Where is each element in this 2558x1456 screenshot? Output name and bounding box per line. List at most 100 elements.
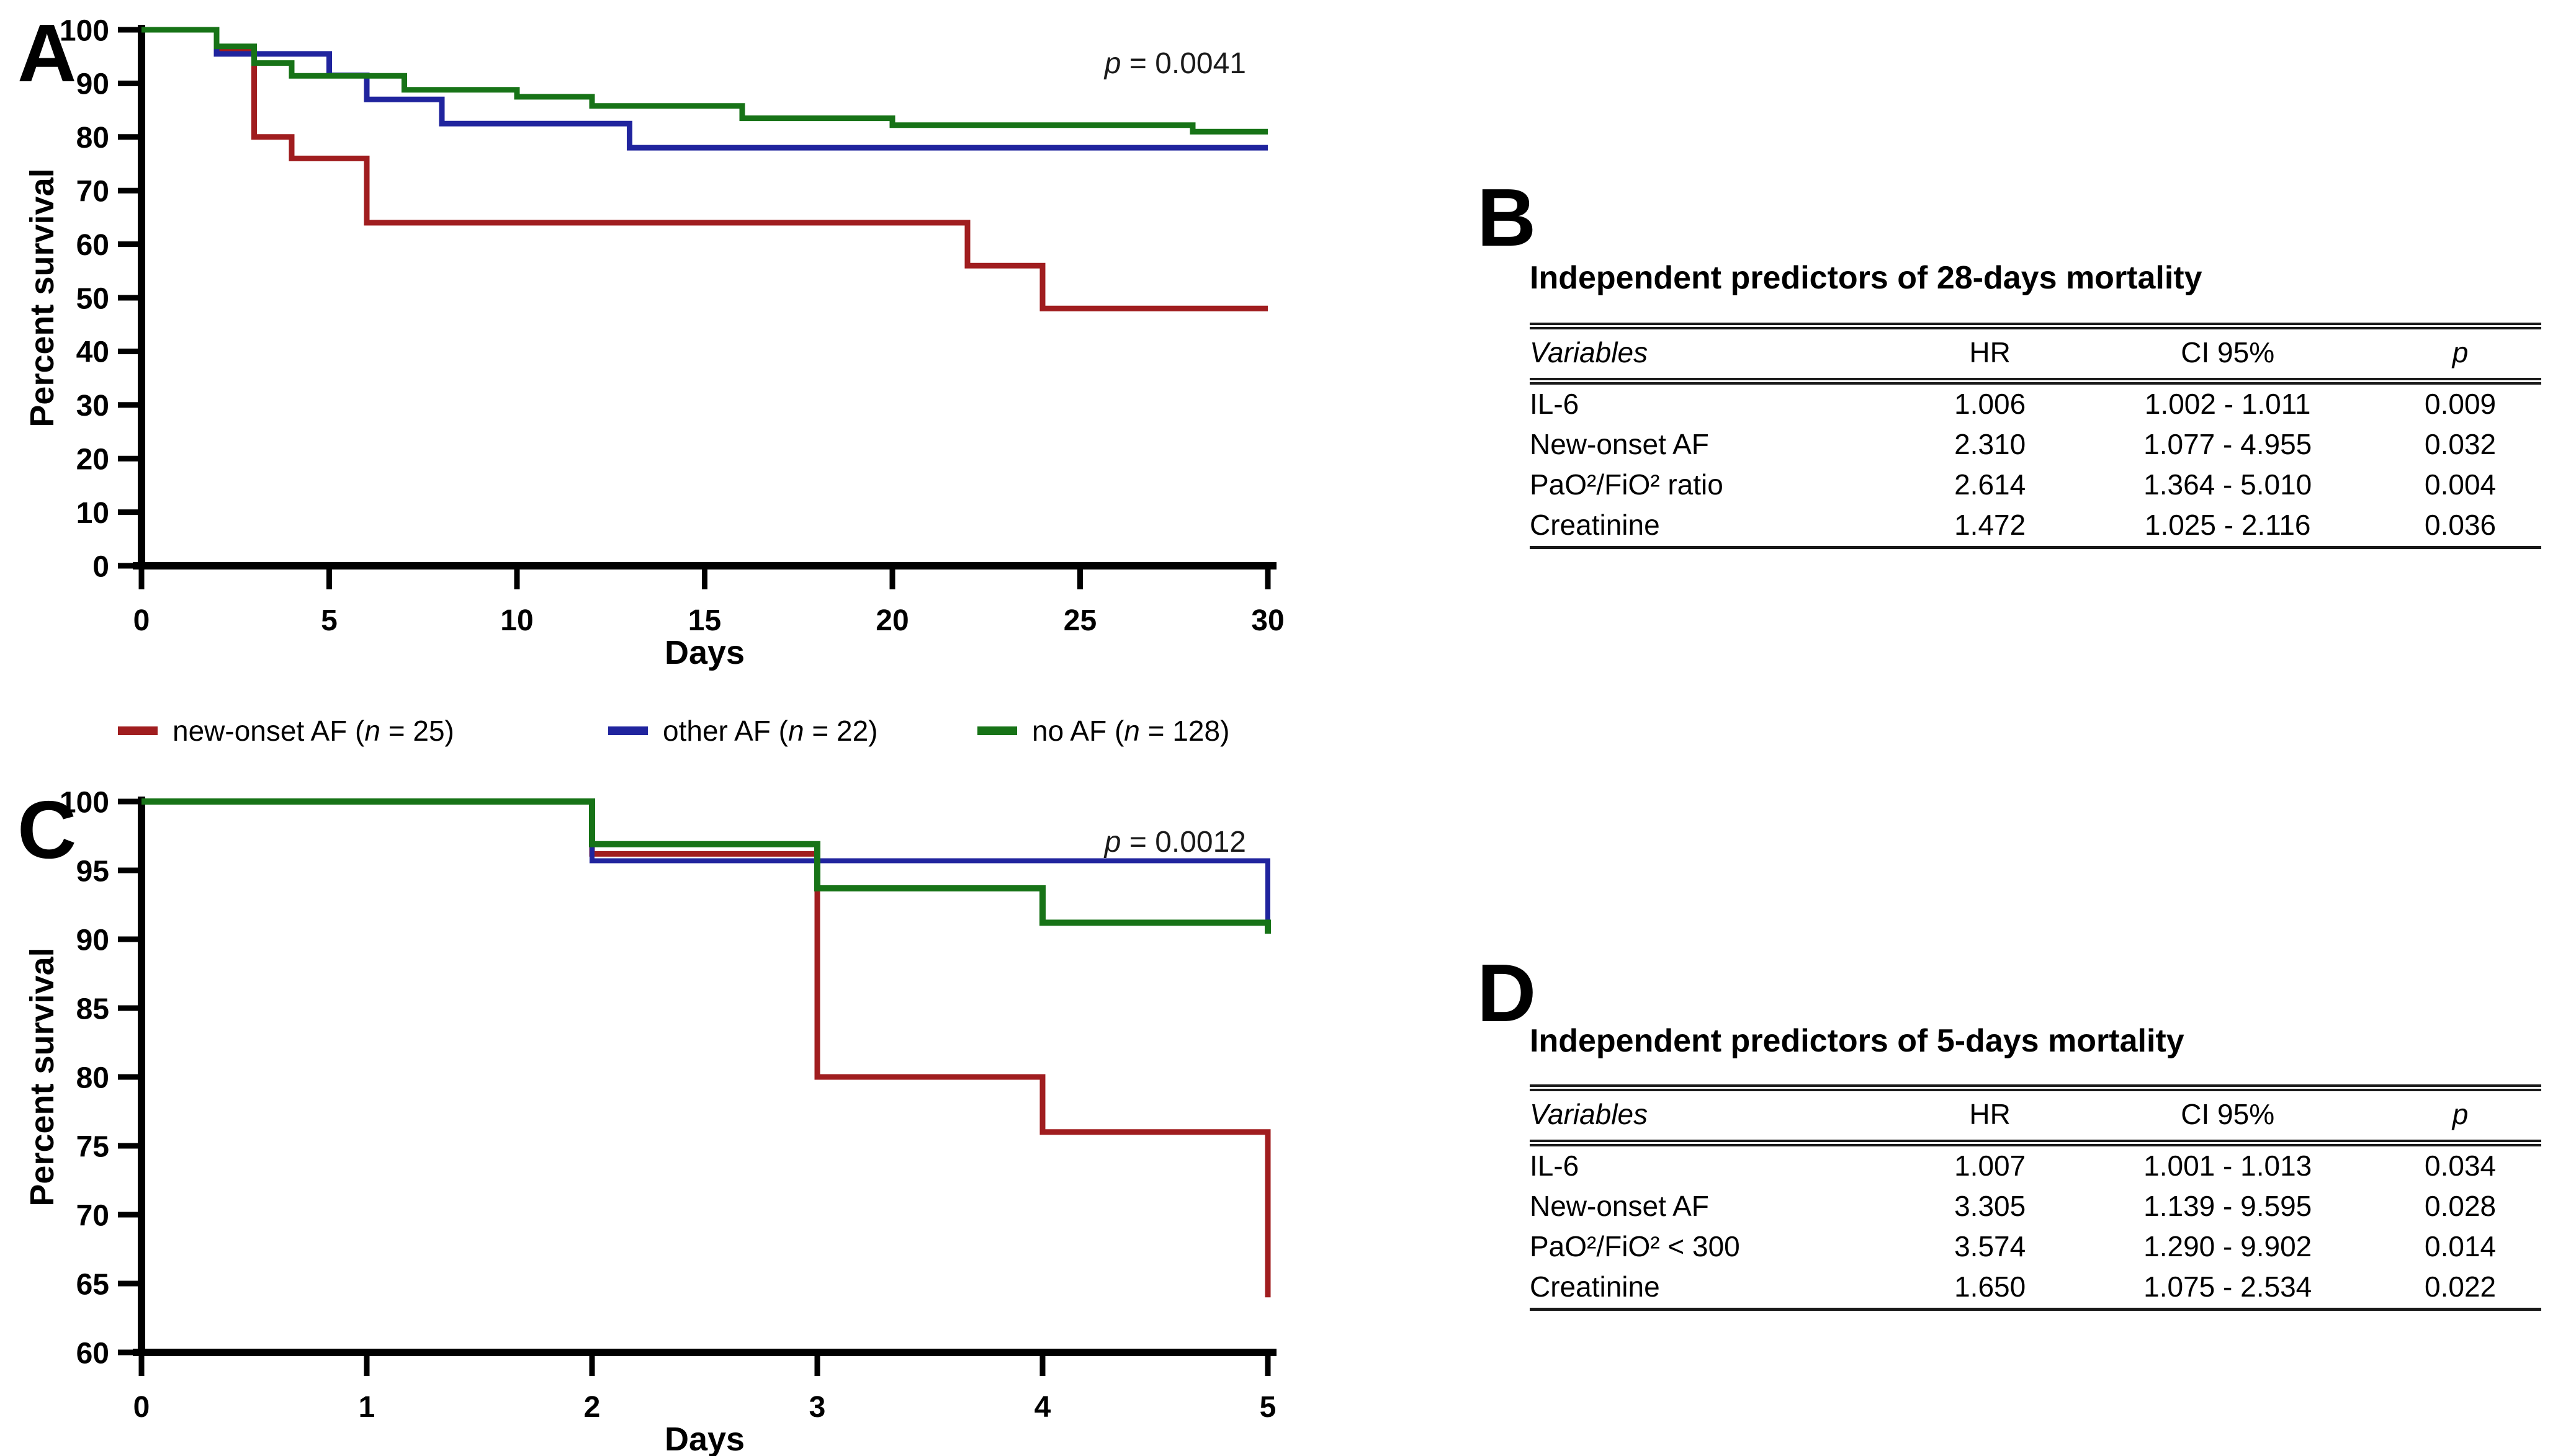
y-tick-label: 40 xyxy=(76,336,109,369)
legend-swatch-icon xyxy=(608,726,648,735)
y-axis-title: Percent survival xyxy=(24,947,61,1206)
table-row: Creatinine 1.472 1.025 - 2.116 0.036 xyxy=(1530,506,2541,548)
y-tick-label: 20 xyxy=(76,443,109,476)
table-cell: 0.036 xyxy=(2425,509,2497,541)
table-row: IL-6 1.006 1.002 - 1.011 0.009 xyxy=(1530,382,2541,426)
table-cell: IL-6 xyxy=(1530,388,1579,420)
column-header: CI 95% xyxy=(2076,1088,2380,1146)
table-cell: Creatinine xyxy=(1530,1271,1660,1303)
y-tick-label: 50 xyxy=(76,282,109,315)
table-cell: 1.075 - 2.534 xyxy=(2143,1271,2312,1303)
table-cell: 1.025 - 2.116 xyxy=(2144,509,2311,541)
legend-swatch-icon xyxy=(977,726,1017,735)
table-cell: 1.001 - 1.013 xyxy=(2143,1150,2312,1182)
table-row: Creatinine 1.650 1.075 - 2.534 0.022 xyxy=(1530,1267,2541,1310)
series-new-onset AF (n = 25) xyxy=(141,27,1268,311)
table-cell: 1.290 - 9.902 xyxy=(2143,1230,2312,1262)
x-tick-label: 25 xyxy=(1064,604,1097,637)
x-axis-title: Days xyxy=(665,634,745,671)
y-tick-label: 85 xyxy=(76,993,109,1025)
panel-d-table: Variables HR CI 95% p IL-6 1.007 1.001 - 1.013… xyxy=(1530,1084,2541,1311)
series-other AF (n = 22) xyxy=(141,27,1268,151)
y-tick-label: 10 xyxy=(76,497,109,530)
y-tick-label: 65 xyxy=(76,1268,109,1301)
table-cell: 1.139 - 9.595 xyxy=(2143,1190,2312,1222)
panel-c-survival-chart: 60 65 70 75 80 85 90 95 100 0 1 2 3 4 5 Days Percent sur… xyxy=(24,786,1277,1456)
table-cell: 1.472 xyxy=(1954,509,2026,541)
column-header: HR xyxy=(1904,1088,2076,1146)
column-header: CI 95% xyxy=(2076,326,2380,385)
panel-d-title: Independent predictors of 5-days mortali… xyxy=(1530,1023,2184,1059)
series-new-onset AF (n = 25) xyxy=(141,798,1271,1298)
table-cell: 1.077 - 4.955 xyxy=(2143,428,2312,460)
predictors-table: Variables HR CI 95% p IL-6 1.006 1.002 - 1.011… xyxy=(1530,323,2541,549)
x-tick-label: 5 xyxy=(321,604,338,637)
table-cell: 1.002 - 1.011 xyxy=(2144,388,2311,420)
y-tick-label: 90 xyxy=(76,924,109,957)
x-tick-label: 5 xyxy=(1260,1391,1277,1424)
table-cell: 1.650 xyxy=(1954,1271,2026,1303)
table-cell: 0.028 xyxy=(2425,1190,2497,1222)
legend-swatch-icon xyxy=(118,726,158,735)
table-cell: Creatinine xyxy=(1530,509,1660,541)
table-cell: 0.022 xyxy=(2425,1271,2497,1303)
legend-item: no AF (n = 128) xyxy=(977,711,1229,751)
y-axis-title: Percent survival xyxy=(24,168,61,427)
x-tick-label: 4 xyxy=(1034,1391,1051,1424)
y-tick-label: 70 xyxy=(76,175,109,208)
column-header: p xyxy=(2379,326,2541,385)
panel-a-survival-chart: 0 10 20 30 40 50 60 70 80 90 100 0 5 10 15 20 25 30 Days Pe… xyxy=(24,14,1285,671)
table-cell: 0.009 xyxy=(2425,388,2497,420)
y-tick-label: 95 xyxy=(76,855,109,888)
table-cell: New-onset AF xyxy=(1530,1190,1709,1222)
table-cell: 1.006 xyxy=(1954,388,2026,420)
x-tick-label: 0 xyxy=(133,1391,150,1424)
y-tick-label: 60 xyxy=(76,229,109,262)
table-row: PaO²/FiO² < 300 3.574 1.290 - 9.902 0.014 xyxy=(1530,1227,2541,1267)
x-tick-label: 3 xyxy=(809,1391,826,1424)
table-row: PaO²/FiO² ratio 2.614 1.364 - 5.010 0.004 xyxy=(1530,465,2541,506)
table-cell: 0.034 xyxy=(2425,1150,2497,1182)
series-no AF (n = 128) xyxy=(141,27,1268,135)
table-cell: 3.305 xyxy=(1954,1190,2026,1222)
table-row: IL-6 1.007 1.001 - 1.013 0.034 xyxy=(1530,1143,2541,1187)
y-tick-label: 75 xyxy=(76,1130,109,1163)
x-tick-label: 1 xyxy=(359,1391,375,1424)
y-tick-label: 80 xyxy=(76,122,109,154)
predictors-table: Variables HR CI 95% p IL-6 1.007 1.001 - 1.013… xyxy=(1530,1084,2541,1311)
table-header-row: Variables HR CI 95% p xyxy=(1530,326,2541,385)
legend-label: other AF (n = 22) xyxy=(663,715,878,747)
table-row: New-onset AF 2.310 1.077 - 4.955 0.032 xyxy=(1530,425,2541,465)
table-cell: PaO²/FiO² ratio xyxy=(1530,468,1723,501)
table-header-row: Variables HR CI 95% p xyxy=(1530,1088,2541,1146)
x-tick-label: 15 xyxy=(688,604,721,637)
table-row: New-onset AF 3.305 1.139 - 9.595 0.028 xyxy=(1530,1187,2541,1227)
x-tick-label: 0 xyxy=(133,604,150,637)
panel-b-label: B xyxy=(1477,172,1536,263)
table-cell: 2.614 xyxy=(1954,468,2026,501)
table-cell: PaO²/FiO² < 300 xyxy=(1530,1230,1740,1262)
x-tick-label: 10 xyxy=(500,604,533,637)
p-value-annotation: p = 0.0041 xyxy=(1103,47,1246,80)
y-tick-label: 100 xyxy=(60,786,109,819)
x-tick-label: 30 xyxy=(1251,604,1284,637)
panel-b-title: Independent predictors of 28-days mortal… xyxy=(1530,260,2202,296)
panel-a-label: A xyxy=(17,7,76,99)
panel-c-label: C xyxy=(17,784,76,875)
table-cell: 0.004 xyxy=(2425,468,2497,501)
y-tick-label: 0 xyxy=(92,550,109,583)
table-cell: New-onset AF xyxy=(1530,428,1709,460)
column-header: Variables xyxy=(1530,1088,1905,1146)
legend-label: no AF (n = 128) xyxy=(1032,715,1230,747)
series-other AF (n = 22) xyxy=(141,799,1270,920)
y-tick-label: 100 xyxy=(60,14,109,47)
column-header: HR xyxy=(1904,326,2076,385)
panel-b-table: Variables HR CI 95% p IL-6 1.006 1.002 - 1.011… xyxy=(1530,323,2541,549)
table-cell: 0.032 xyxy=(2425,428,2497,460)
column-header: Variables xyxy=(1530,326,1905,385)
y-tick-label: 80 xyxy=(76,1061,109,1094)
panel-d-label: D xyxy=(1477,947,1536,1038)
x-tick-label: 20 xyxy=(876,604,909,637)
x-tick-label: 2 xyxy=(584,1391,601,1424)
